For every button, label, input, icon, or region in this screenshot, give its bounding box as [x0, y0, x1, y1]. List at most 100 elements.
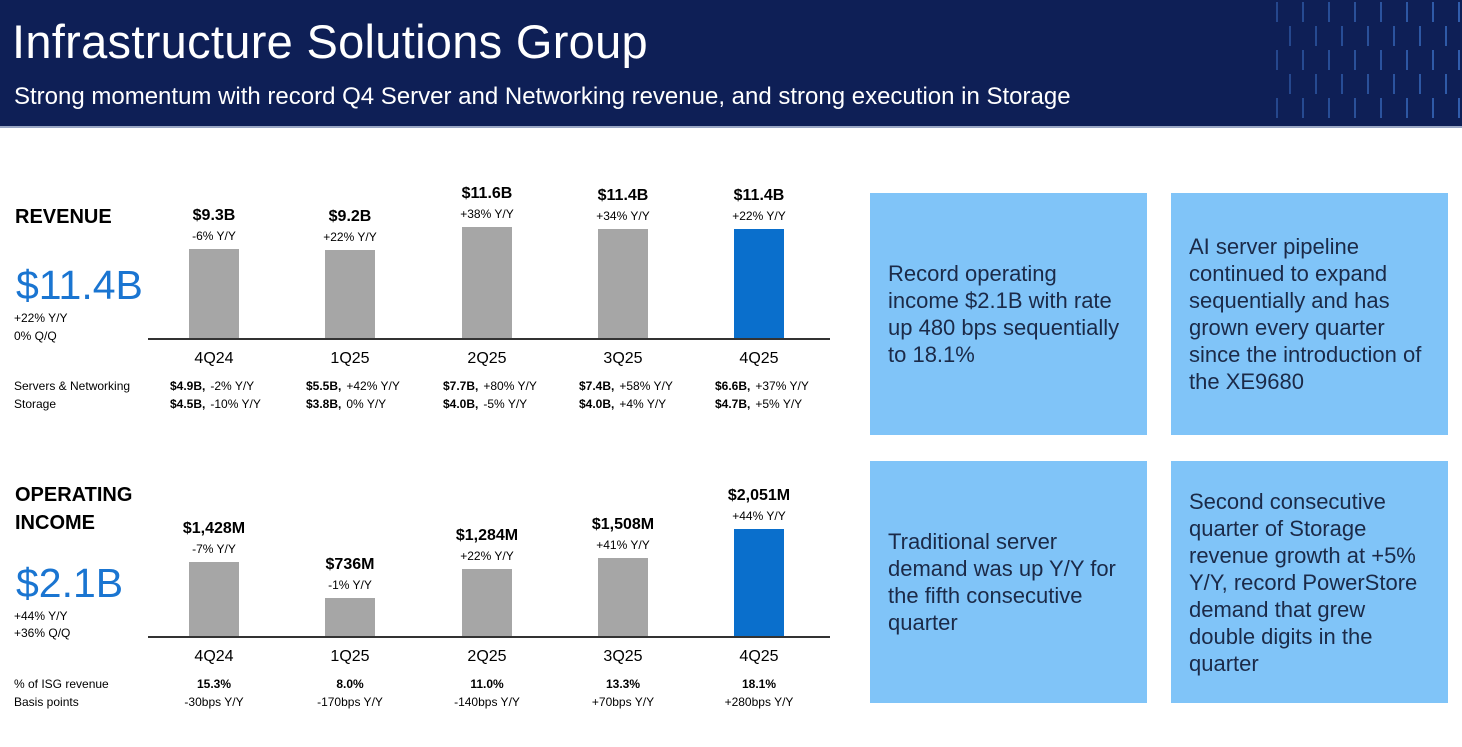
- bar-value-label: $1,508M: [591, 515, 655, 533]
- revenue-heading: REVENUE: [15, 206, 112, 228]
- charts-area: -6% Y/Y $9.3B 4Q24 $4.9B, -2% Y/Y $4.5B, -10% …: [148, 184, 830, 709]
- callout-storage: Second consecutive quarter of Storage re…: [1171, 461, 1448, 703]
- margin-cell: +280bps Y/Y: [724, 695, 794, 709]
- bar: [462, 226, 512, 338]
- chart-baseline: [148, 338, 830, 340]
- category-label: 4Q25: [739, 648, 779, 665]
- breakdown-value: $7.7B,: [443, 379, 479, 393]
- category-label: 3Q25: [603, 350, 643, 367]
- opinc-yoy: +44% Y/Y: [14, 609, 68, 623]
- row-label-storage: Storage: [14, 397, 57, 411]
- bar: [189, 248, 239, 338]
- category-label: 1Q25: [330, 648, 370, 665]
- breakdown-value: $3.8B,: [306, 397, 342, 411]
- callout-operating-income: Record operating income $2.1B with rate …: [870, 193, 1147, 435]
- breakdown-cell: $4.0B, -5% Y/Y: [443, 395, 527, 413]
- breakdown-change: +42% Y/Y: [346, 379, 400, 393]
- bar-sub-label: +44% Y/Y: [732, 509, 786, 524]
- margin-cell: -140bps Y/Y: [454, 695, 520, 709]
- page-title: Infrastructure Solutions Group: [12, 15, 648, 68]
- category-label: 4Q25: [739, 350, 779, 367]
- category-label: 2Q25: [467, 350, 507, 367]
- category-label: 1Q25: [330, 350, 370, 367]
- margin-cell: 11.0%: [470, 677, 504, 691]
- callout-text: AI server pipeline continued to expand s…: [1189, 234, 1422, 394]
- margin-cell: -170bps Y/Y: [317, 695, 383, 709]
- margin-cell: 18.1%: [741, 677, 777, 691]
- bar-value-label: $1,428M: [182, 519, 246, 537]
- bar-value-label: $11.4B: [597, 186, 649, 204]
- row-label-pct-isg: % of ISG revenue: [14, 677, 109, 691]
- breakdown-cell: $4.5B, -10% Y/Y: [170, 395, 261, 413]
- chart-baseline: [148, 636, 830, 638]
- bar-value-label: $9.2B: [328, 207, 372, 225]
- breakdown-cell: $5.5B, +42% Y/Y: [306, 377, 400, 395]
- opinc-headline: $2.1B: [16, 560, 124, 606]
- opinc-heading-2: INCOME: [15, 512, 95, 534]
- breakdown-value: $6.6B,: [715, 379, 751, 393]
- bar-sub-label: +22% Y/Y: [460, 549, 514, 564]
- bar: [325, 249, 375, 338]
- bar-value-label: $11.6B: [461, 184, 513, 202]
- breakdown-cell: $4.9B, -2% Y/Y: [170, 377, 254, 395]
- breakdown-value: $4.0B,: [579, 397, 615, 411]
- bar: [598, 557, 648, 636]
- bar-value-label: $11.4B: [733, 186, 785, 204]
- decorative-dash-pattern: [1276, 2, 1460, 118]
- bar-value-label: $2,051M: [727, 487, 791, 505]
- breakdown-value: $4.0B,: [443, 397, 479, 411]
- margin-cell: 8.0%: [336, 677, 364, 691]
- category-label: 4Q24: [194, 648, 234, 665]
- margin-cell: +70bps Y/Y: [591, 695, 655, 709]
- breakdown-value: $4.5B,: [170, 397, 206, 411]
- breakdown-cell: $7.4B, +58% Y/Y: [579, 377, 673, 395]
- bar-value-label: $1,284M: [455, 527, 519, 545]
- breakdown-change: +80% Y/Y: [483, 379, 537, 393]
- breakdown-change: 0% Y/Y: [346, 397, 387, 411]
- bar: [598, 228, 648, 338]
- opinc-qoq: +36% Q/Q: [14, 626, 71, 640]
- callout-text: Traditional server demand was up Y/Y for…: [888, 529, 1116, 635]
- bar-sub-label: -1% Y/Y: [328, 577, 372, 592]
- bar-sub-label: +34% Y/Y: [596, 208, 650, 223]
- callout-text: Second consecutive quarter of Storage re…: [1189, 488, 1418, 676]
- breakdown-change: -10% Y/Y: [210, 397, 261, 411]
- category-label: 3Q25: [603, 648, 643, 665]
- callout-text: Record operating income $2.1B with rate …: [888, 261, 1120, 367]
- breakdown-change: -2% Y/Y: [210, 379, 255, 393]
- page-subtitle: Strong momentum with record Q4 Server an…: [14, 83, 1071, 110]
- margin-cell: 13.3%: [605, 677, 641, 691]
- breakdown-change: +58% Y/Y: [619, 379, 673, 393]
- bar-value-label: $736M: [325, 555, 375, 573]
- callout-ai-server: AI server pipeline continued to expand s…: [1171, 193, 1448, 435]
- breakdown-cell: $4.0B, +4% Y/Y: [579, 395, 666, 413]
- breakdown-cell: $4.7B, +5% Y/Y: [715, 395, 802, 413]
- breakdown-value: $5.5B,: [306, 379, 342, 393]
- bar: [734, 228, 784, 338]
- category-label: 2Q25: [467, 648, 507, 665]
- bar-sub-label: -7% Y/Y: [192, 541, 236, 556]
- margin-cell: -30bps Y/Y: [184, 695, 244, 709]
- breakdown-change: -5% Y/Y: [483, 397, 528, 411]
- bar-sub-label: -6% Y/Y: [192, 228, 236, 243]
- bar: [462, 569, 512, 636]
- category-label: 4Q24: [194, 350, 234, 367]
- breakdown-value: $7.4B,: [579, 379, 615, 393]
- breakdown-cell: $7.7B, +80% Y/Y: [443, 377, 537, 395]
- bar: [734, 529, 784, 636]
- bar-sub-label: +41% Y/Y: [596, 537, 650, 552]
- breakdown-cell: $6.6B, +37% Y/Y: [715, 377, 809, 395]
- opinc-heading-1: OPERATING: [15, 484, 133, 506]
- callout-traditional-server: Traditional server demand was up Y/Y for…: [870, 461, 1147, 703]
- breakdown-change: +4% Y/Y: [619, 397, 667, 411]
- revenue-headline: $11.4B: [16, 262, 143, 308]
- breakdown-change: +5% Y/Y: [755, 397, 803, 411]
- revenue-yoy: +22% Y/Y: [14, 311, 68, 325]
- breakdown-change: +37% Y/Y: [755, 379, 809, 393]
- breakdown-value: $4.9B,: [170, 379, 206, 393]
- bar-sub-label: +22% Y/Y: [323, 229, 377, 244]
- revenue-qoq: 0% Q/Q: [14, 329, 57, 343]
- bar: [189, 561, 239, 636]
- margin-cell: 15.3%: [196, 677, 232, 691]
- header-banner: Infrastructure Solutions Group Strong mo…: [0, 0, 1462, 128]
